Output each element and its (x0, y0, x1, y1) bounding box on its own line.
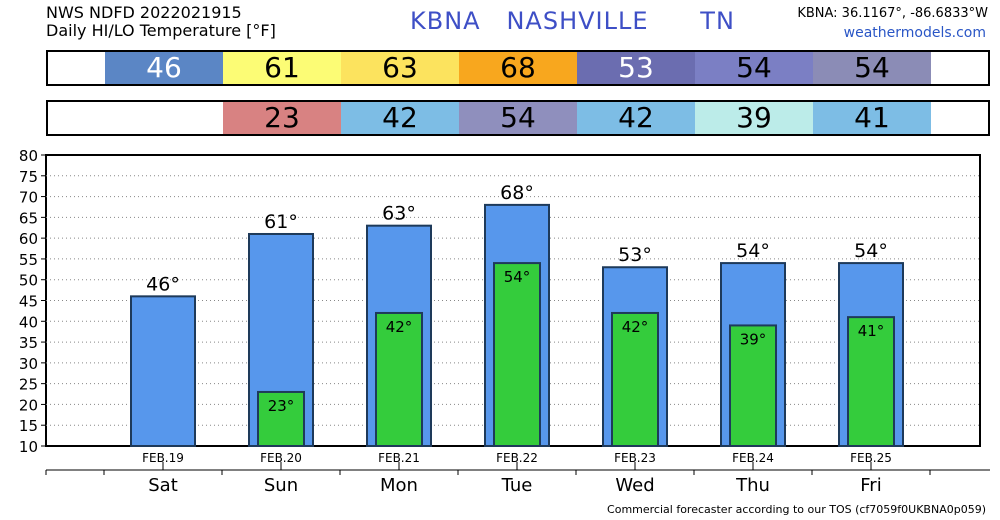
high-bar-label: 53° (618, 244, 652, 266)
y-tick-label: 75 (19, 168, 38, 186)
y-tick-label: 60 (19, 230, 38, 248)
low-bar (257, 390, 305, 448)
hi_strip-cell: 61 (223, 52, 341, 84)
lo_strip-cell: 54 (459, 102, 577, 134)
y-tick-label: 40 (19, 313, 38, 331)
high-bar-label: 54° (854, 240, 888, 262)
y-tick-label: 25 (19, 376, 38, 394)
hi_strip-cell: 68 (459, 52, 577, 84)
y-tick-label: 55 (19, 251, 38, 269)
low-bar (611, 311, 659, 447)
high-temp-strip: 46 61 63 68 53 54 54 (46, 50, 990, 86)
low-bar-label: 42° (622, 318, 649, 336)
hi_strip-cell: 53 (577, 52, 695, 84)
x-date-label: FEB.21 (378, 451, 420, 465)
low-bar-label: 39° (740, 330, 767, 348)
lo_strip-cell: 39 (695, 102, 813, 134)
high-bar-label: 63° (382, 203, 416, 225)
y-tick-label: 50 (19, 272, 38, 290)
x-day-label: Sat (148, 475, 178, 496)
low-bar-label: 54° (504, 268, 531, 286)
low-bar (729, 324, 777, 448)
y-tick-label: 20 (19, 396, 38, 414)
y-tick-label: 65 (19, 209, 38, 227)
site-link[interactable]: weathermodels.com (843, 25, 986, 41)
lo_strip-cell: 42 (341, 102, 459, 134)
x-date-label: FEB.23 (614, 451, 656, 465)
x-day-label: Wed (615, 475, 654, 496)
station-coordinates: KBNA: 36.1167°, -86.6833°W (797, 6, 988, 21)
station-name: KBNA NASHVILLE TN (410, 7, 735, 35)
x-date-label: FEB.20 (260, 451, 302, 465)
x-day-label: Thu (735, 475, 770, 496)
hi_strip-cell: 46 (105, 52, 223, 84)
lo_strip-cell: 42 (577, 102, 695, 134)
high-bar (130, 295, 196, 448)
hi_strip-cell: 63 (341, 52, 459, 84)
hi_strip-cell: 54 (695, 52, 813, 84)
x-day-label: Tue (501, 475, 533, 496)
chart-title: NWS NDFD 2022021915 (46, 3, 242, 22)
lo_strip-cell: 41 (813, 102, 931, 134)
low-bar (847, 316, 895, 447)
low-bar-label: 23° (268, 397, 295, 415)
lo_strip-cell: 23 (223, 102, 341, 134)
x-date-label: FEB.19 (142, 451, 184, 465)
high-bar-label: 46° (146, 273, 180, 295)
x-day-label: Sun (264, 475, 298, 496)
y-tick-label: 15 (19, 417, 38, 435)
high-bar-label: 54° (736, 240, 770, 262)
low-bar (493, 262, 541, 448)
x-day-label: Fri (860, 475, 881, 496)
high-bar-label: 68° (500, 182, 534, 204)
high-bar-label: 61° (264, 211, 298, 233)
hi_strip-cell: 54 (813, 52, 931, 84)
y-tick-label: 10 (19, 438, 38, 456)
y-tick-label: 30 (19, 355, 38, 373)
y-tick-label: 35 (19, 334, 38, 352)
chart-subtitle: Daily HI/LO Temperature [°F] (46, 21, 276, 40)
low-temp-strip: 23 42 54 42 39 41 (46, 100, 990, 136)
y-tick-label: 45 (19, 293, 38, 311)
low-bar-label: 41° (858, 322, 885, 340)
x-day-label: Mon (380, 475, 418, 496)
x-date-label: FEB.25 (850, 451, 892, 465)
low-bar-label: 42° (386, 318, 413, 336)
x-date-label: FEB.22 (496, 451, 538, 465)
y-tick-label: 80 (19, 147, 38, 165)
lo_strip-cell (105, 102, 223, 134)
x-date-label: FEB.24 (732, 451, 774, 465)
footer-note: Commercial forecaster according to our T… (607, 503, 986, 516)
y-tick-label: 70 (19, 189, 38, 207)
low-bar (375, 311, 423, 447)
